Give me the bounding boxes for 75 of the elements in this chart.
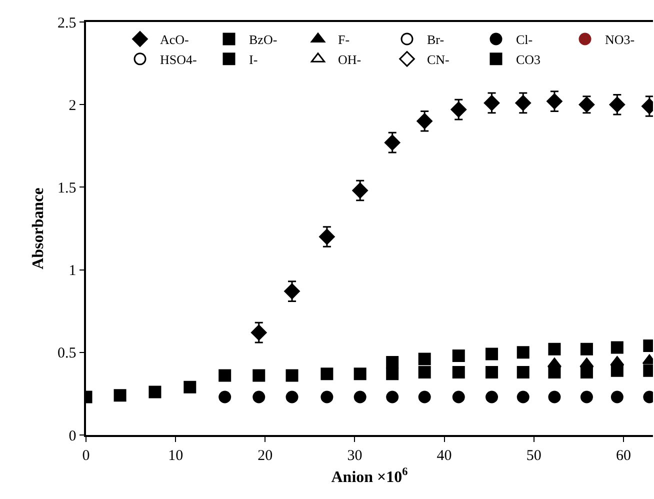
point [486, 366, 498, 378]
point [450, 102, 467, 118]
legend-label: F- [338, 32, 350, 48]
y-tick-label: 2 [68, 98, 76, 114]
y-tick-label: 1.5 [58, 180, 76, 196]
point [218, 369, 232, 382]
legend-label: HSO4- [160, 52, 197, 67]
point [484, 95, 500, 111]
point [386, 356, 399, 369]
y-tick-label: 1 [68, 263, 76, 280]
legend-label: NO3- [605, 32, 635, 48]
point [418, 390, 431, 404]
point [548, 342, 561, 356]
point [610, 390, 624, 404]
point [418, 352, 431, 366]
legend-label: AcO- [160, 32, 189, 48]
point [609, 96, 626, 112]
point [148, 386, 162, 398]
point [546, 93, 562, 110]
point [580, 342, 593, 356]
point [548, 390, 561, 404]
point [386, 390, 399, 404]
point [250, 324, 267, 340]
point [452, 390, 465, 404]
point [252, 390, 266, 404]
point [578, 96, 595, 112]
legend-label: CO3 [516, 52, 541, 67]
legend-label: Br- [427, 32, 444, 48]
point [610, 364, 624, 377]
point [354, 390, 366, 404]
point [515, 95, 532, 111]
x-axis-title: Anion ×10$^{6}$ [331, 466, 408, 486]
x-tick-label: 30 [347, 448, 362, 464]
x-tick-label: 60 [616, 448, 631, 464]
x-tick-label: 40 [436, 448, 452, 464]
y-tick-label: 0 [68, 428, 76, 444]
y-tick-label: 2.5 [58, 15, 76, 32]
point [452, 366, 465, 378]
point [516, 346, 530, 359]
point [286, 390, 298, 404]
point [352, 182, 368, 198]
x-tick-label: 10 [168, 448, 184, 464]
point [284, 283, 300, 300]
point [418, 366, 431, 378]
point [354, 368, 366, 380]
point [252, 369, 266, 382]
point [218, 390, 232, 404]
point [548, 366, 561, 378]
point [486, 390, 498, 404]
point [516, 390, 530, 404]
point [610, 341, 624, 354]
x-tick-label: 50 [526, 448, 542, 464]
point [452, 349, 465, 362]
legend-label: BzO- [249, 32, 278, 48]
point [114, 389, 126, 402]
point [319, 228, 335, 245]
x-tick-label: 20 [258, 448, 273, 464]
point [580, 390, 593, 404]
x-tick-label: 0 [82, 448, 90, 464]
point [184, 380, 196, 394]
point [486, 348, 498, 360]
point [384, 134, 400, 150]
y-axis-title: Absorbance [30, 188, 47, 270]
legend-label: Cl- [516, 32, 533, 48]
legend-label: I- [249, 52, 258, 67]
y-tick-label: 0.5 [58, 346, 76, 362]
point [416, 113, 432, 130]
legend-label: CN- [427, 52, 450, 67]
point [386, 368, 399, 380]
point [320, 368, 334, 380]
legend-label: OH- [338, 52, 362, 67]
point [286, 369, 298, 382]
point [320, 390, 334, 404]
point [580, 366, 593, 378]
point [516, 366, 530, 378]
